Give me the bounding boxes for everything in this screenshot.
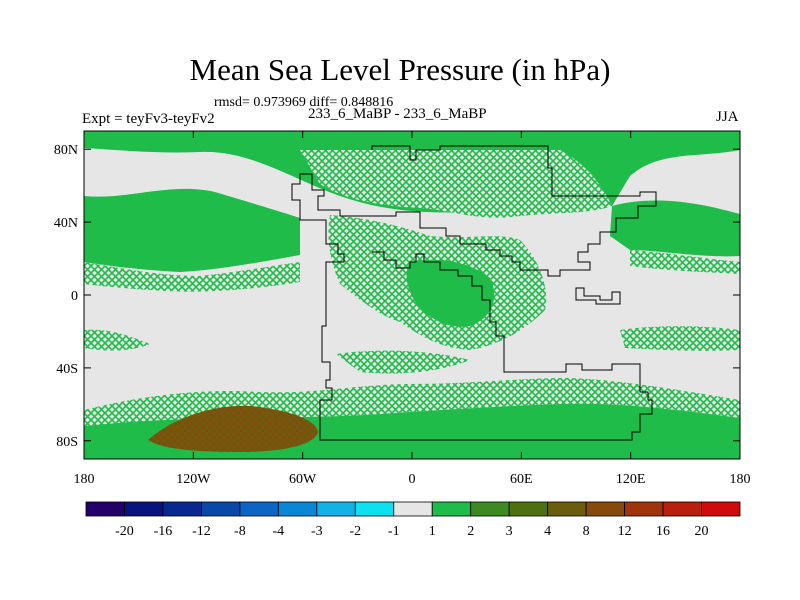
coastline [575, 287, 621, 305]
contour-region [300, 150, 612, 218]
colorbar-label: 12 [618, 524, 632, 539]
colorbar-swatch [624, 501, 664, 517]
colorbar-swatch [701, 501, 741, 517]
colorbar-swatch [508, 501, 549, 517]
colorbar-label: 16 [656, 524, 670, 539]
colorbar-label: -4 [273, 524, 285, 539]
lat-tick-label: 40N [54, 216, 78, 231]
coastline [291, 145, 657, 441]
lon-tick-label: 180 [730, 472, 751, 487]
colorbar-swatch [470, 501, 510, 517]
lat-tick-label: 0 [71, 289, 78, 304]
chart-title: Mean Sea Level Pressure (in hPa) [189, 52, 611, 87]
lat-tick-label: 80S [56, 435, 78, 450]
colorbar-swatch [662, 501, 702, 517]
stats-line: rmsd= 0.973969 diff= 0.848816 [214, 95, 394, 110]
colorbar-swatch [124, 501, 164, 517]
lon-tick-label: 60W [289, 472, 317, 487]
colorbar-swatch [277, 501, 318, 517]
colorbar-swatch [162, 501, 202, 517]
contour-region [84, 188, 300, 272]
colorbar-label: -20 [115, 524, 134, 539]
lat-tick-label: 40S [56, 362, 78, 377]
colorbar-swatch [316, 501, 356, 517]
colorbar-label: -1 [388, 524, 400, 539]
colorbar-swatch [85, 501, 125, 517]
colorbar-label: 20 [695, 524, 709, 539]
colorbar-label: -2 [349, 524, 361, 539]
colorbar-label: -16 [154, 524, 173, 539]
lon-tick-label: 0 [409, 472, 416, 487]
longitude-axis: 180 120W 60W 0 60E 120E 180 [74, 131, 751, 487]
colorbar-swatch [547, 501, 587, 517]
colorbar-label: 2 [467, 524, 474, 539]
colorbar-label: -12 [192, 524, 211, 539]
colorbar-label: 1 [429, 524, 436, 539]
contour-region [84, 262, 300, 292]
contour-region [84, 329, 150, 351]
colorbar-swatch [354, 501, 395, 517]
colorbar-swatch [585, 501, 625, 517]
colorbar-label: -3 [311, 524, 323, 539]
experiment-label: Expt = teyFv3-teyFv2 [82, 111, 215, 127]
colorbar: -20 -16 -12 -8 -4 -3 -2 -1 1 2 3 4 8 12 16 20 [85, 501, 741, 539]
contour-region [610, 200, 740, 257]
colorbar-swatch [201, 501, 241, 517]
colorbar-label: -8 [234, 524, 246, 539]
lon-tick-label: 60E [510, 472, 533, 487]
lon-tick-label: 120W [176, 472, 211, 487]
colorbar-label: 3 [506, 524, 513, 539]
colorbar-swatch [393, 501, 433, 517]
contour-region [630, 250, 740, 274]
contour-region [620, 326, 740, 351]
latitude-axis: 80N 40N 0 40S 80S [54, 143, 740, 450]
lon-tick-label: 180 [74, 472, 95, 487]
colorbar-label: 4 [544, 524, 551, 539]
map-plot-area [84, 131, 740, 459]
contour-region [148, 405, 318, 452]
contour-region [336, 350, 470, 374]
colorbar-swatch [431, 501, 472, 517]
lon-tick-label: 120E [616, 472, 646, 487]
colorbar-label: 8 [583, 524, 590, 539]
colorbar-swatch [239, 501, 279, 517]
season-label: JJA [716, 109, 739, 125]
runs-label: 233_6_MaBP - 233_6_MaBP [308, 106, 487, 122]
lat-tick-label: 80N [54, 143, 78, 158]
